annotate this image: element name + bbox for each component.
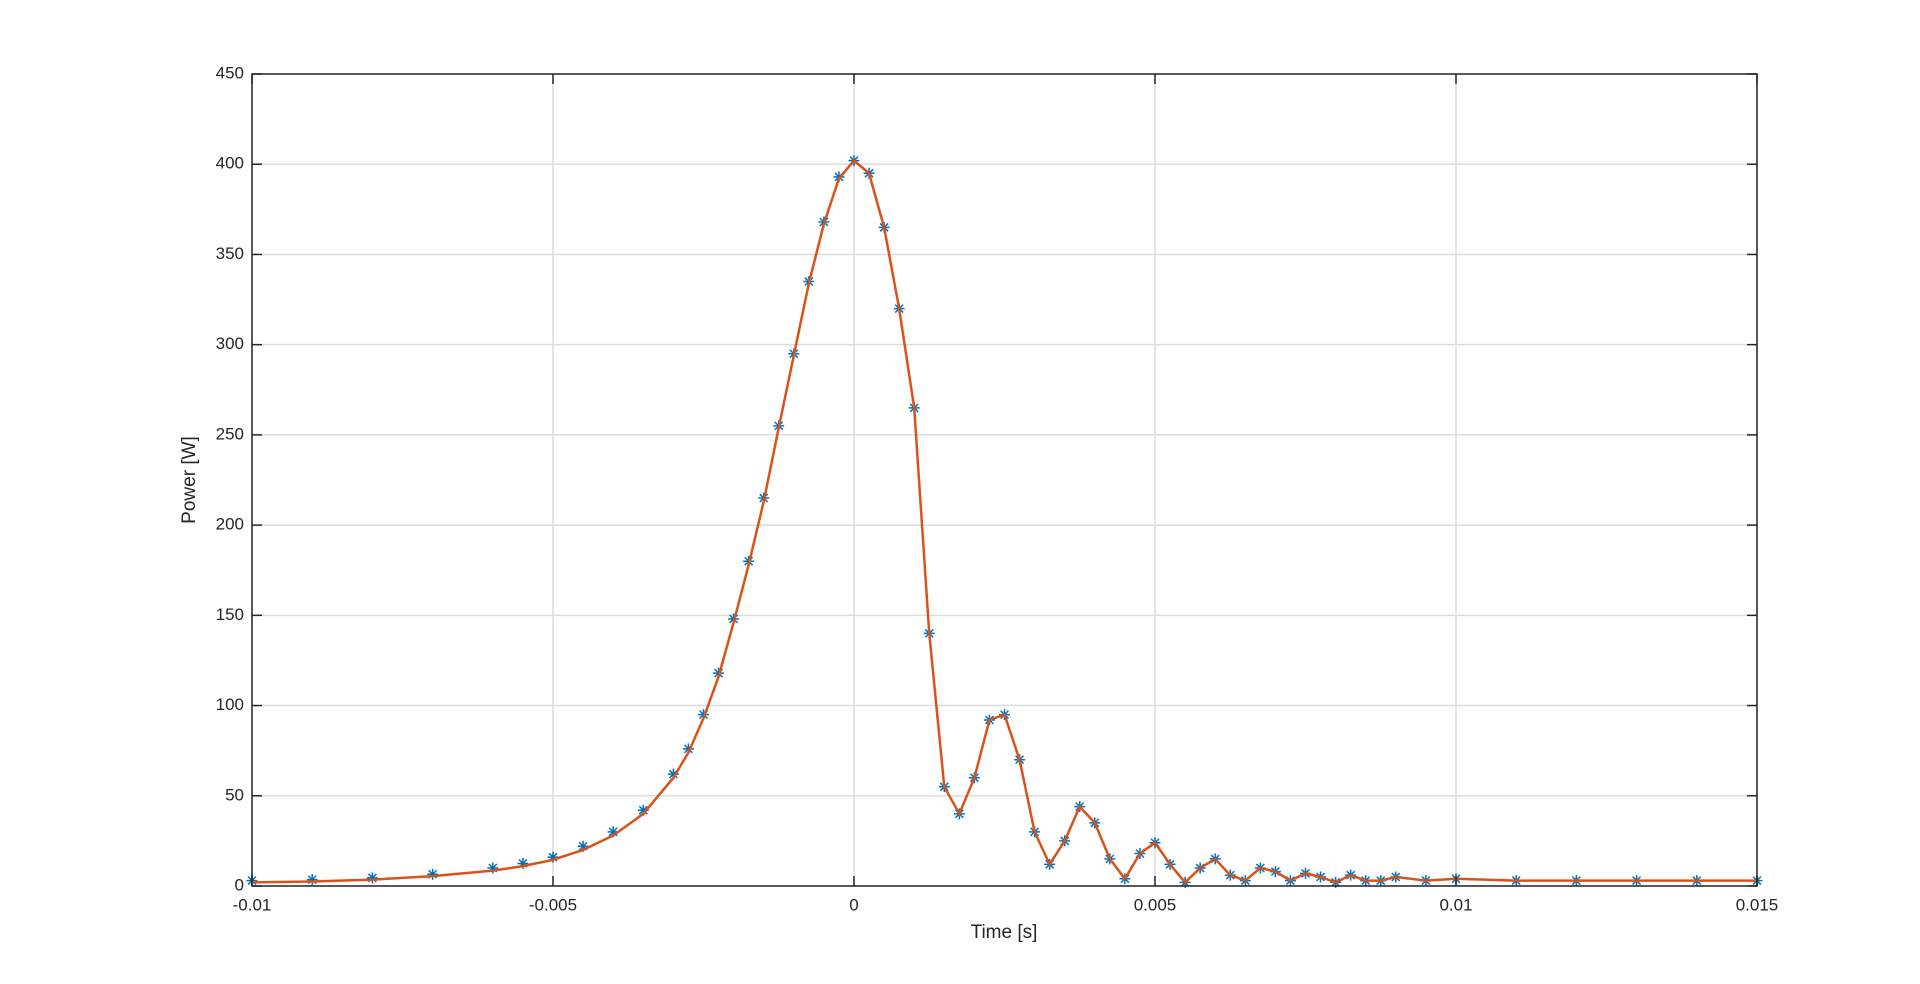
- data-marker: [517, 857, 529, 869]
- x-tick-label: -0.005: [529, 895, 577, 914]
- x-tick-label: 0.005: [1134, 895, 1177, 914]
- data-marker: [682, 743, 694, 755]
- data-marker: [577, 840, 589, 852]
- y-tick-label: 450: [216, 63, 244, 82]
- y-tick-label: 150: [216, 605, 244, 624]
- data-marker: [306, 874, 318, 886]
- data-marker: [366, 872, 378, 884]
- y-tick-label: 400: [216, 154, 244, 173]
- data-marker: [607, 826, 619, 838]
- data-marker: [547, 851, 559, 863]
- x-tick-label: 0.01: [1439, 895, 1472, 914]
- y-tick-label: 300: [216, 334, 244, 353]
- y-tick-label: 100: [216, 695, 244, 714]
- x-tick-label: 0: [849, 895, 858, 914]
- y-axis-label: Power [W]: [179, 436, 200, 524]
- plot-frame: [251, 73, 1758, 887]
- y-tick-label: 250: [216, 424, 244, 443]
- x-tick-label: -0.01: [233, 895, 272, 914]
- y-tick-label: 0: [235, 875, 244, 894]
- data-marker: [637, 804, 649, 816]
- x-tick-label: 0.015: [1736, 895, 1779, 914]
- y-tick-label: 50: [225, 785, 244, 804]
- x-axis-label: Time [s]: [971, 922, 1038, 943]
- data-marker: [487, 862, 499, 874]
- data-marker: [427, 868, 439, 880]
- data-line: [251, 158, 1757, 885]
- y-tick-label: 350: [216, 244, 244, 263]
- y-tick-label: 200: [216, 515, 244, 534]
- data-marker: [667, 768, 679, 780]
